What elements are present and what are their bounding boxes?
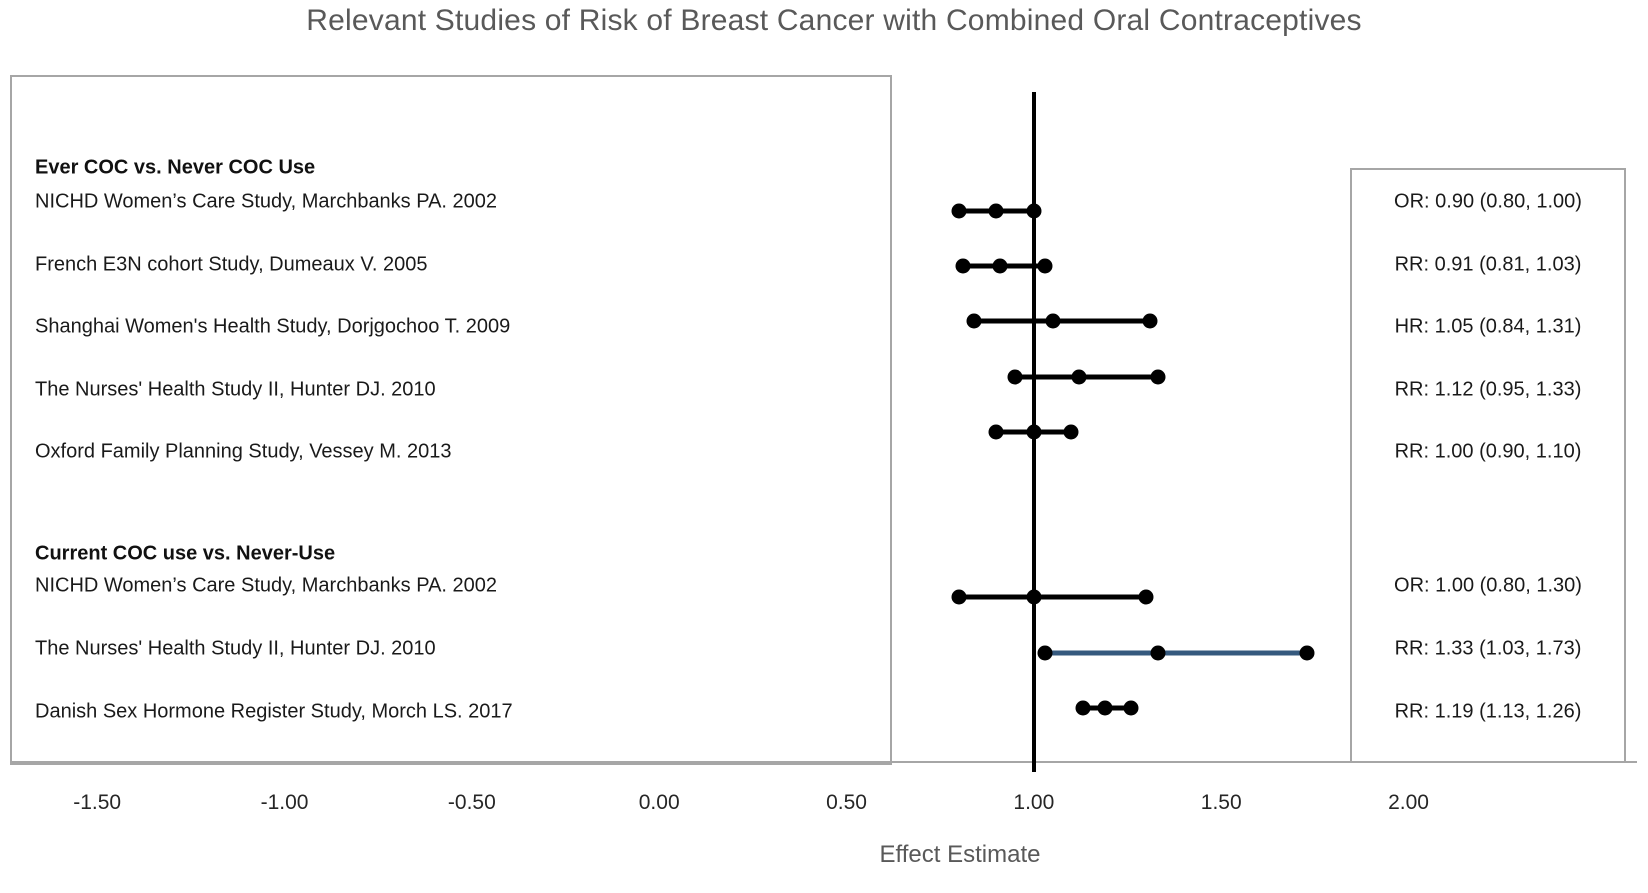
- confidence-interval-line: [973, 318, 1151, 324]
- estimate-label: RR: 1.12 (0.95, 1.33): [1394, 378, 1582, 400]
- ci-high-dot: [1142, 313, 1158, 329]
- confidence-interval-line: [1045, 650, 1308, 655]
- estimate-label: OR: 1.00 (0.80, 1.30): [1394, 574, 1582, 597]
- study-label: Danish Sex Hormone Register Study, Morch…: [35, 700, 513, 723]
- ci-low-dot: [955, 258, 971, 274]
- study-label: French E3N cohort Study, Dumeaux V. 2005: [35, 253, 428, 275]
- x-tick-label: 1.00: [1013, 791, 1055, 814]
- point-estimate-dot: [988, 203, 1004, 219]
- group-header: Ever COC vs. Never COC Use: [35, 156, 316, 179]
- point-estimate-dot: [1097, 700, 1113, 716]
- point-estimate-dot: [1026, 589, 1042, 605]
- ci-high-dot: [1063, 424, 1079, 440]
- confidence-interval-line: [958, 594, 1147, 600]
- study-label: NICHD Women’s Care Study, Marchbanks PA.…: [35, 574, 498, 597]
- ci-high-dot: [1150, 369, 1165, 385]
- ci-high-dot: [1026, 203, 1042, 219]
- study-label: NICHD Women’s Care Study, Marchbanks PA.…: [35, 190, 498, 213]
- x-axis-line: [10, 761, 1637, 763]
- ci-low-dot: [988, 424, 1004, 440]
- study-labels-box: [10, 75, 892, 765]
- x-tick-label: -0.50: [447, 791, 496, 814]
- group-header: Current COC use vs. Never-Use: [35, 542, 336, 565]
- estimate-label: RR: 1.00 (0.90, 1.10): [1394, 440, 1582, 463]
- estimate-label: RR: 0.91 (0.81, 1.03): [1394, 253, 1582, 275]
- point-estimate-dot: [1150, 645, 1165, 660]
- study-label: Shanghai Women's Health Study, Dorjgocho…: [35, 315, 511, 338]
- ci-high-dot: [1123, 700, 1139, 716]
- point-estimate-dot: [1026, 424, 1042, 440]
- ci-low-dot: [1075, 700, 1091, 716]
- ci-low-dot: [1037, 645, 1053, 660]
- ci-low-dot: [966, 313, 982, 329]
- estimate-label: RR: 1.19 (1.13, 1.26): [1394, 700, 1582, 723]
- ci-high-dot: [1138, 589, 1154, 605]
- study-label: Oxford Family Planning Study, Vessey M. …: [35, 440, 452, 463]
- x-tick-label: 2.00: [1388, 791, 1429, 814]
- point-estimate-dot: [992, 258, 1008, 274]
- point-estimate-dot: [1045, 313, 1061, 329]
- ci-low-dot: [1007, 369, 1023, 385]
- estimate-label: OR: 0.90 (0.80, 1.00): [1394, 190, 1582, 213]
- x-tick-label: 1.50: [1200, 791, 1242, 814]
- study-label: The Nurses' Health Study II, Hunter DJ. …: [35, 378, 436, 400]
- x-tick-label: -1.00: [260, 791, 309, 814]
- ci-high-dot: [1299, 645, 1315, 660]
- x-axis-title: Effect Estimate: [879, 841, 1041, 868]
- estimate-label: RR: 1.33 (1.03, 1.73): [1394, 637, 1582, 660]
- ci-low-dot: [951, 203, 967, 219]
- ci-high-dot: [1037, 258, 1053, 274]
- estimate-label: HR: 1.05 (0.84, 1.31): [1394, 315, 1582, 338]
- chart-title: Relevant Studies of Risk of Breast Cance…: [306, 4, 1362, 37]
- x-tick-label: -1.50: [73, 791, 122, 814]
- point-estimate-dot: [1071, 369, 1087, 385]
- x-tick-label: 0.50: [826, 791, 867, 814]
- study-label: The Nurses' Health Study II, Hunter DJ. …: [35, 637, 436, 660]
- ci-low-dot: [951, 589, 967, 605]
- x-tick-label: 0.00: [638, 791, 680, 814]
